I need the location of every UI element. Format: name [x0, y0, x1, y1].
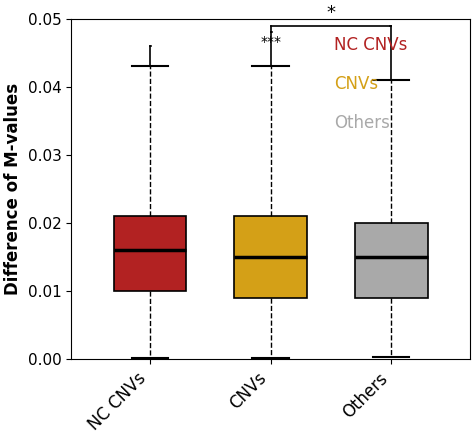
PathPatch shape — [355, 223, 428, 298]
Text: CNVs: CNVs — [334, 75, 378, 93]
Text: Others: Others — [334, 114, 390, 132]
PathPatch shape — [234, 216, 307, 298]
PathPatch shape — [114, 216, 186, 291]
Text: NC CNVs: NC CNVs — [334, 36, 408, 54]
Text: *: * — [327, 4, 336, 22]
Text: ***: *** — [260, 35, 281, 49]
Y-axis label: Difference of M-values: Difference of M-values — [4, 83, 22, 295]
